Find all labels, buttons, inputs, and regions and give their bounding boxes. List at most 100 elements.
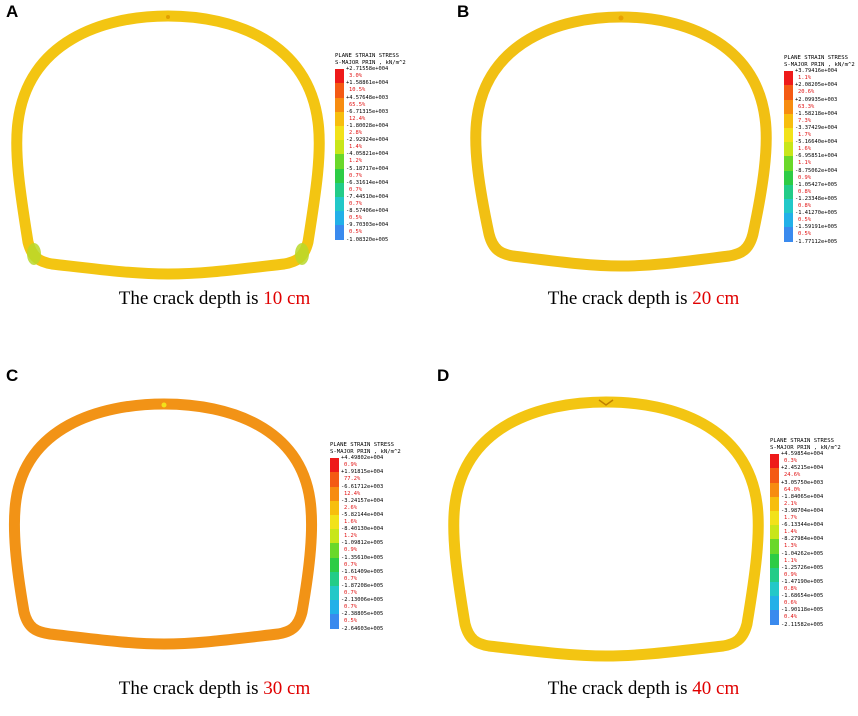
legend-title-line-2: S-MAJOR PRIN , kN/m^2: [784, 61, 855, 68]
legend-swatch: [335, 140, 344, 155]
legend-value: -1.87208e+005: [341, 582, 384, 589]
legend-percent: 63.3%: [798, 103, 815, 110]
caption-prefix: The crack depth is: [547, 678, 693, 699]
legend-percent: 77.2%: [344, 476, 361, 483]
tunnel-lining-ring: [470, 11, 772, 272]
legend-swatch: [330, 486, 339, 501]
legend-swatch: [335, 69, 344, 84]
legend-value: +4.57648e+003: [346, 94, 389, 101]
legend-value: -1.84065e+004: [781, 493, 824, 500]
legend-value: +4.59854e+004: [781, 451, 824, 458]
lining-path: [470, 11, 772, 272]
legend-percent: 1.3%: [784, 543, 797, 550]
legend-percent: 1.7%: [784, 515, 797, 522]
crack-mark: [618, 15, 624, 21]
legend-percent: 0.6%: [784, 600, 797, 607]
legend-value: +1.58861e+004: [346, 80, 389, 87]
legend-swatch: [335, 225, 344, 240]
legend-swatch: [784, 127, 793, 143]
lining-path: [11, 10, 325, 280]
legend-percent: 2.8%: [349, 130, 362, 137]
legend-percent: 0.4%: [784, 614, 797, 621]
legend-value: -1.05427e+005: [795, 181, 838, 188]
stress-zone-left: [27, 243, 41, 265]
legend-percent: 20.6%: [798, 89, 815, 96]
panel-label: A: [6, 2, 19, 21]
panel-label: B: [457, 2, 470, 21]
legend-percent: 1.2%: [349, 158, 362, 165]
legend-swatch: [330, 571, 339, 586]
legend-title-line-2: S-MAJOR PRIN , kN/m^2: [770, 444, 841, 451]
legend-percent: 0.7%: [349, 172, 362, 179]
legend-value: +2.08205e+004: [795, 82, 838, 89]
legend-value: +1.91815e+004: [341, 469, 384, 476]
crack-depth-value: 30 cm: [263, 678, 311, 699]
legend-percent: 1.6%: [798, 146, 811, 153]
legend-swatch: [335, 168, 344, 183]
legend-value: -3.98704e+004: [781, 507, 824, 514]
legend-swatch: [770, 553, 779, 568]
legend-percent: 0.9%: [784, 571, 797, 578]
legend-percent: 0.8%: [798, 188, 811, 195]
crack-mark: [166, 15, 170, 19]
legend-value: +2.71558e+004: [346, 66, 389, 73]
legend-swatch: [335, 83, 344, 98]
legend-value: -6.71315e+003: [346, 108, 389, 115]
panel-a: A PLANE STRAIN STRESS S-MAJOR PRIN , kN/…: [0, 0, 429, 352]
legend-value: -1.80028e+004: [346, 122, 389, 129]
legend-percent: 12.4%: [349, 115, 366, 122]
legend-percent: 0.7%: [344, 575, 357, 582]
legend-value: -1.04262e+005: [781, 550, 824, 557]
legend-percent: 1.6%: [344, 519, 357, 526]
panel-label: C: [6, 366, 19, 385]
legend-swatch: [784, 71, 793, 86]
legend-value: -7.44510e+004: [346, 193, 389, 200]
legend-value: +4.49802e+004: [341, 455, 384, 462]
legend-percent: 0.9%: [344, 547, 357, 554]
legend-swatch: [335, 182, 344, 197]
tunnel-lining-ring: [8, 398, 318, 650]
legend-value: -8.40130e+004: [341, 526, 384, 533]
legend-title-line-1: PLANE STRAIN STRESS: [330, 442, 394, 448]
legend-value: -1.77112e+005: [795, 238, 838, 245]
legend-value: -5.16640e+004: [795, 139, 838, 146]
legend-value: -2.92924e+004: [346, 137, 389, 144]
legend-swatch: [784, 184, 793, 199]
legend-swatch: [330, 543, 339, 558]
legend-value: -6.13344e+004: [781, 522, 824, 529]
caption: The crack depth is 10 cm: [0, 288, 429, 310]
legend-percent: 0.5%: [349, 215, 362, 222]
legend-percent: 1.4%: [784, 529, 797, 536]
legend-title-line-1: PLANE STRAIN STRESS: [770, 438, 834, 444]
stress-legend: PLANE STRAIN STRESS S-MAJOR PRIN , kN/m^…: [330, 442, 420, 635]
legend-swatch: [335, 125, 344, 141]
legend-swatch: [770, 596, 779, 611]
legend-value: -2.11582e+005: [781, 621, 824, 628]
legend-percent: 1.1%: [798, 160, 811, 167]
legend-swatch: [784, 227, 793, 242]
panel-c: C PLANE STRAIN STRESS S-MAJOR PRIN , kN/…: [0, 364, 429, 716]
legend-value: -2.13006e+005: [341, 597, 384, 604]
stress-legend: PLANE STRAIN STRESS S-MAJOR PRIN , kN/m^…: [335, 53, 425, 246]
caption: The crack depth is 20 cm: [429, 288, 858, 310]
legend-percent: 0.3%: [784, 458, 797, 465]
legend-percent: 10.5%: [349, 87, 366, 94]
legend-swatch: [330, 557, 339, 572]
legend-scale: +4.59854e+004 +2.45215e+004 +3.05750e+003 -…: [770, 451, 858, 630]
legend-scale: +3.79416e+004 +2.08205e+004 +2.09935e+003 -…: [784, 68, 858, 247]
legend-percent: 0.7%: [349, 186, 362, 193]
panel-d: D PLANE STRAIN STRESS S-MAJOR PRIN , kN/…: [429, 364, 858, 716]
legend-value: -1.59191e+005: [795, 224, 838, 231]
legend-value: -1.23348e+005: [795, 195, 838, 202]
panel-b: B PLANE STRAIN STRESS S-MAJOR PRIN , kN/…: [429, 0, 858, 352]
legend-percent: 2.6%: [344, 504, 357, 511]
legend-swatch: [784, 142, 793, 157]
legend-value: -6.95851e+004: [795, 153, 838, 160]
caption-prefix: The crack depth is: [118, 288, 264, 309]
legend-percent: 0.8%: [784, 586, 797, 593]
legend-swatch: [335, 211, 344, 226]
legend-percent: 7.3%: [798, 117, 811, 124]
legend-percent: 0.7%: [344, 604, 357, 611]
legend-swatch: [784, 170, 793, 185]
legend-swatch: [770, 496, 779, 511]
